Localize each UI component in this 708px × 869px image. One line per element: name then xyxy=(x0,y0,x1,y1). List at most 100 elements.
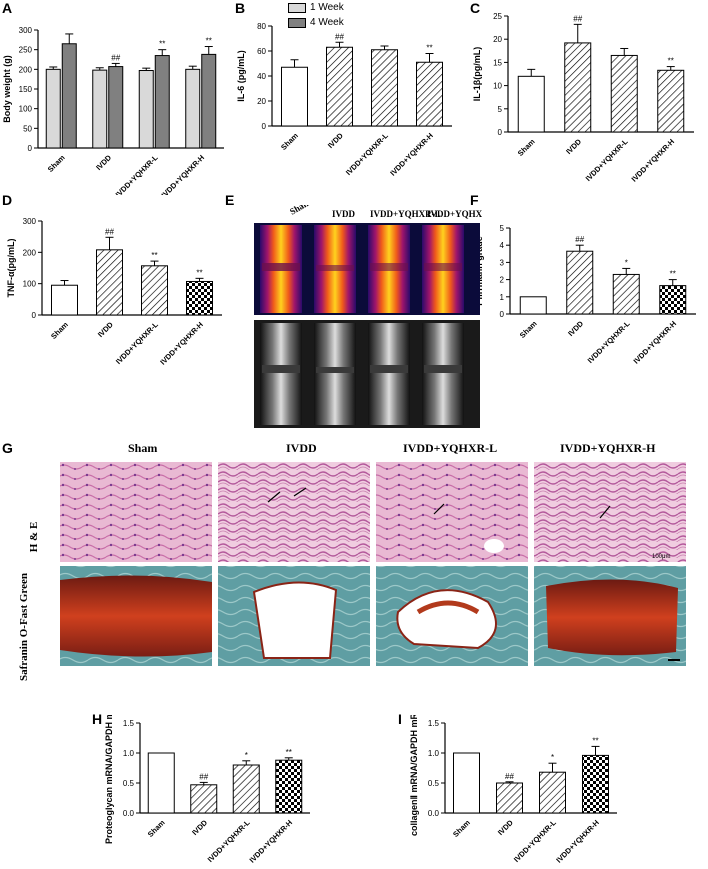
x-tick-label: Sham xyxy=(451,818,472,839)
y-tick-label: 0.0 xyxy=(123,809,135,818)
bar xyxy=(45,68,61,149)
mri-col-label-sham: Sham xyxy=(288,205,312,217)
bar xyxy=(61,43,77,149)
bar xyxy=(610,54,638,133)
legend-swatch-1week xyxy=(288,2,306,13)
histology-col-labels: Sham IVDD IVDD+YQHXR-L IVDD+YQHXR-H xyxy=(58,441,696,481)
significance-mark: ** xyxy=(592,736,598,745)
y-tick-label: 1.5 xyxy=(428,719,440,728)
scale-bar-label: 100μm xyxy=(652,554,670,560)
mri-panel: Sham IVDD IVDD+YQHXR-L IVDD+YQHXR-H xyxy=(254,205,482,428)
y-tick-label: 60 xyxy=(257,47,266,56)
significance-mark: ## xyxy=(111,53,120,62)
bar xyxy=(201,53,217,149)
significance-mark: ** xyxy=(159,40,165,49)
x-tick-label: IVDD+YQHXR-H xyxy=(160,153,207,195)
panel-letter-f: F xyxy=(470,192,479,208)
x-tick-label: IVDD+YQHXR-L xyxy=(512,818,558,864)
x-tick-label: IVDD xyxy=(566,319,585,338)
bar xyxy=(185,68,201,149)
x-tick-label: IVDD xyxy=(190,818,209,837)
y-tick-label: 0 xyxy=(500,310,505,319)
x-tick-label: IVDD xyxy=(496,818,515,837)
x-tick-label: Sham xyxy=(49,320,70,341)
y-tick-label: 0.5 xyxy=(428,779,440,788)
significance-mark: ## xyxy=(105,227,114,236)
bar xyxy=(190,784,218,814)
chart-pfirrmann: 012345Pfirrmann gradeShamIVDDIVDD+YQHXR-… xyxy=(474,224,696,366)
y-tick-label: 4 xyxy=(500,241,505,250)
bar xyxy=(154,55,170,149)
bar xyxy=(186,280,213,316)
bar xyxy=(147,752,175,814)
bar xyxy=(92,69,108,149)
x-tick-label: IVDD+YQHXR-H xyxy=(248,818,295,865)
x-tick-label: IVDD+YQHXR-H xyxy=(632,319,679,366)
x-tick-label: Sham xyxy=(46,153,67,174)
y-axis-label: IL-6 (pg/mL) xyxy=(236,50,246,102)
y-tick-label: 1.0 xyxy=(428,749,440,758)
panel-letter-h: H xyxy=(92,711,103,727)
legend-swatch-4week xyxy=(288,17,306,28)
x-tick-label: Sham xyxy=(518,319,539,340)
panel-letter-g: G xyxy=(2,440,13,456)
y-tick-label: 25 xyxy=(493,12,502,21)
bar xyxy=(517,75,545,133)
y-tick-label: 1 xyxy=(500,293,505,302)
legend-label-4week: 4 Week xyxy=(310,17,344,28)
bar xyxy=(51,284,78,316)
y-tick-label: 15 xyxy=(493,58,502,67)
y-tick-label: 5 xyxy=(500,224,505,233)
significance-mark: ** xyxy=(668,57,674,66)
bar xyxy=(657,69,685,133)
bar xyxy=(659,285,687,315)
bar xyxy=(371,49,398,127)
x-tick-label: IVDD+YQHXR-L xyxy=(114,153,160,195)
x-tick-label: IVDD+YQHXR-H xyxy=(388,131,435,178)
x-tick-label: IVDD+YQHXR-L xyxy=(206,818,252,864)
y-tick-label: 5 xyxy=(498,105,503,114)
y-axis-label: Proteoglycan mRNA/GAPDH mRNA xyxy=(104,715,114,844)
mri-col-label-l: IVDD+YQHXR-L xyxy=(370,209,441,219)
bar xyxy=(108,66,124,149)
chart-body-weight: 0 50 100 150 200 250 300 Body weight (g) Sham IVD… xyxy=(2,26,224,195)
y-tick-label: 80 xyxy=(257,22,266,31)
significance-mark: ** xyxy=(206,37,212,46)
bar xyxy=(141,265,168,316)
bar xyxy=(582,754,609,814)
y-tick-label: 50 xyxy=(23,124,32,133)
mri-col-label-ivdd: IVDD xyxy=(332,209,356,219)
y-tick-label: 100 xyxy=(19,105,33,114)
y-tick-label: 1.0 xyxy=(123,749,135,758)
y-tick-label: 20 xyxy=(493,35,502,44)
y-tick-label: 200 xyxy=(19,65,33,74)
x-tick-label: Sham xyxy=(279,131,300,152)
x-tick-label: Sham xyxy=(146,818,167,839)
significance-mark: ** xyxy=(151,251,157,260)
bar xyxy=(232,764,260,814)
x-tick-label: IVDD+YQHXR-L xyxy=(586,319,632,365)
y-tick-label: 40 xyxy=(257,72,266,81)
panel-letter-a: A xyxy=(2,0,13,16)
histo-col-ivdd: IVDD xyxy=(286,441,317,455)
bar xyxy=(519,296,547,315)
y-tick-label: 150 xyxy=(19,85,33,94)
panel-letter-c: C xyxy=(470,0,481,16)
significance-mark: * xyxy=(551,753,554,762)
bar xyxy=(138,70,154,149)
histo-col-l: IVDD+YQHXR-L xyxy=(403,441,498,455)
histo-col-sham: Sham xyxy=(128,441,158,455)
y-tick-label: 20 xyxy=(257,97,266,106)
y-tick-label: 3 xyxy=(500,258,505,267)
y-tick-label: 0.5 xyxy=(123,779,135,788)
chart-a-legend: 1 Week 4 Week xyxy=(288,1,408,35)
y-tick-label: 2 xyxy=(500,276,505,285)
panel-letter-d: D xyxy=(2,192,13,208)
significance-mark: ## xyxy=(573,14,582,23)
significance-mark: ## xyxy=(575,235,584,244)
y-axis-label: IL-1β(pg/mL) xyxy=(472,47,482,101)
y-tick-label: 0.0 xyxy=(428,809,440,818)
